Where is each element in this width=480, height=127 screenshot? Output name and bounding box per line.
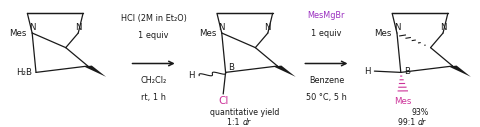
- Text: HCl (2M in Et₂O): HCl (2M in Et₂O): [120, 14, 187, 23]
- Text: N: N: [440, 23, 446, 32]
- Text: H: H: [364, 67, 371, 76]
- Polygon shape: [84, 66, 106, 77]
- Polygon shape: [449, 66, 471, 77]
- Text: 1:1: 1:1: [228, 118, 242, 127]
- Text: 93%: 93%: [411, 108, 429, 117]
- Text: H: H: [188, 71, 194, 80]
- Text: N: N: [29, 23, 36, 32]
- Text: MesMgBr: MesMgBr: [308, 11, 345, 20]
- Text: 1 equiv: 1 equiv: [138, 31, 169, 40]
- Text: N: N: [394, 23, 400, 32]
- Text: Mes: Mes: [199, 29, 216, 37]
- Text: N: N: [218, 23, 225, 32]
- Text: B: B: [228, 63, 235, 72]
- Text: Mes: Mes: [395, 97, 412, 106]
- Text: 1 equiv: 1 equiv: [311, 29, 342, 37]
- Text: Benzene: Benzene: [309, 76, 344, 84]
- Text: Mes: Mes: [9, 29, 26, 37]
- Polygon shape: [274, 66, 296, 77]
- Text: N: N: [264, 23, 271, 32]
- Text: N: N: [75, 23, 82, 32]
- Text: quantitative yield: quantitative yield: [210, 108, 279, 117]
- Text: 99:1: 99:1: [398, 118, 418, 127]
- Text: CH₂Cl₂: CH₂Cl₂: [141, 76, 167, 84]
- Text: 50 °C, 5 h: 50 °C, 5 h: [306, 93, 347, 102]
- Text: dr: dr: [418, 118, 426, 127]
- Text: dr: dr: [242, 118, 251, 127]
- Text: Cl: Cl: [218, 96, 228, 106]
- Text: Mes: Mes: [374, 29, 391, 37]
- Text: B: B: [404, 67, 410, 76]
- Text: rt, 1 h: rt, 1 h: [141, 93, 166, 102]
- Text: H₂B: H₂B: [16, 68, 32, 77]
